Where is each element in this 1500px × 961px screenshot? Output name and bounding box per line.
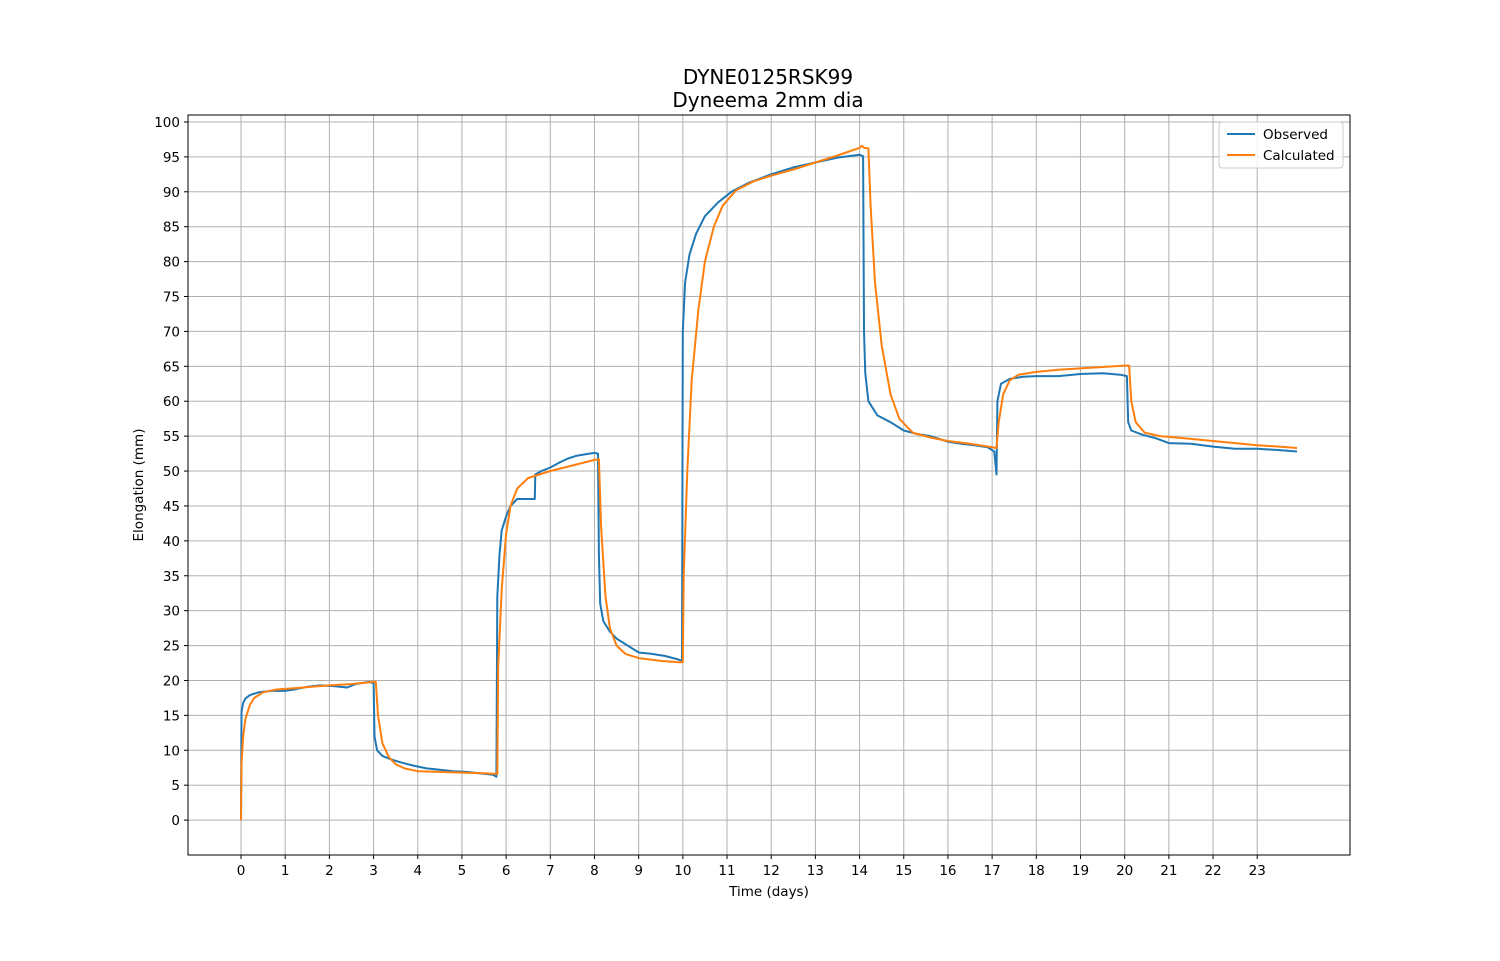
x-tick-label: 9 (634, 863, 643, 879)
gridlines (188, 115, 1350, 855)
y-tick-label: 45 (163, 499, 180, 515)
x-tick-label: 2 (325, 863, 334, 879)
legend: Observed Calculated (1218, 121, 1344, 169)
y-tick-label: 25 (163, 639, 180, 655)
axis-ticks: 0 1 2 3 4 5 6 7 8 9 10 11 12 13 14 15 16 17 18 19 20 21 22 2305… (154, 115, 1266, 879)
x-tick-label: 18 (1028, 863, 1045, 879)
x-tick-label: 5 (458, 863, 467, 879)
y-tick-label: 80 (163, 255, 180, 271)
y-tick-label: 15 (163, 708, 180, 724)
x-tick-label: 0 (237, 863, 246, 879)
y-tick-label: 65 (163, 359, 180, 375)
x-tick-label: 1 (281, 863, 290, 879)
x-tick-label: 20 (1116, 863, 1133, 879)
y-tick-label: 5 (171, 778, 180, 794)
x-axis-label: Time (days) (728, 884, 809, 900)
x-tick-label: 12 (763, 863, 780, 879)
y-tick-label: 70 (163, 324, 180, 340)
x-tick-label: 11 (718, 863, 735, 879)
y-tick-label: 0 (171, 813, 180, 829)
y-tick-label: 90 (163, 185, 180, 201)
y-tick-label: 10 (163, 743, 180, 759)
y-axis-label: Elongation (mm) (131, 429, 147, 542)
x-tick-label: 8 (590, 863, 599, 879)
x-tick-label: 3 (369, 863, 378, 879)
x-tick-label: 16 (939, 863, 956, 879)
y-tick-label: 100 (154, 115, 180, 131)
chart-title: DYNE0125RSK99 (683, 65, 853, 89)
x-tick-label: 21 (1160, 863, 1177, 879)
y-tick-label: 95 (163, 150, 180, 166)
x-tick-label: 7 (546, 863, 555, 879)
x-tick-label: 14 (851, 863, 868, 879)
series-line-observed (240, 153, 1298, 821)
x-tick-label: 17 (984, 863, 1001, 879)
x-tick-label: 23 (1249, 863, 1266, 879)
y-tick-label: 85 (163, 220, 180, 236)
x-tick-label: 10 (674, 863, 691, 879)
x-tick-label: 19 (1072, 863, 1089, 879)
x-tick-label: 6 (502, 863, 511, 879)
y-tick-label: 60 (163, 394, 180, 410)
y-tick-label: 50 (163, 464, 180, 480)
x-tick-label: 15 (895, 863, 912, 879)
x-tick-label: 13 (807, 863, 824, 879)
chart-subtitle: Dyneema 2mm dia (672, 88, 863, 112)
series-layer (240, 144, 1298, 821)
y-tick-label: 55 (163, 429, 180, 445)
legend-label-calculated: Calculated (1263, 148, 1335, 164)
y-tick-label: 35 (163, 569, 180, 585)
y-tick-label: 20 (163, 673, 180, 689)
y-tick-label: 30 (163, 604, 180, 620)
x-tick-label: 4 (413, 863, 422, 879)
series-line-calculated (240, 144, 1298, 821)
y-tick-label: 75 (163, 290, 180, 306)
legend-label-observed: Observed (1263, 127, 1328, 143)
x-tick-label: 22 (1204, 863, 1221, 879)
y-tick-label: 40 (163, 534, 180, 550)
plot-frame (187, 114, 1351, 856)
